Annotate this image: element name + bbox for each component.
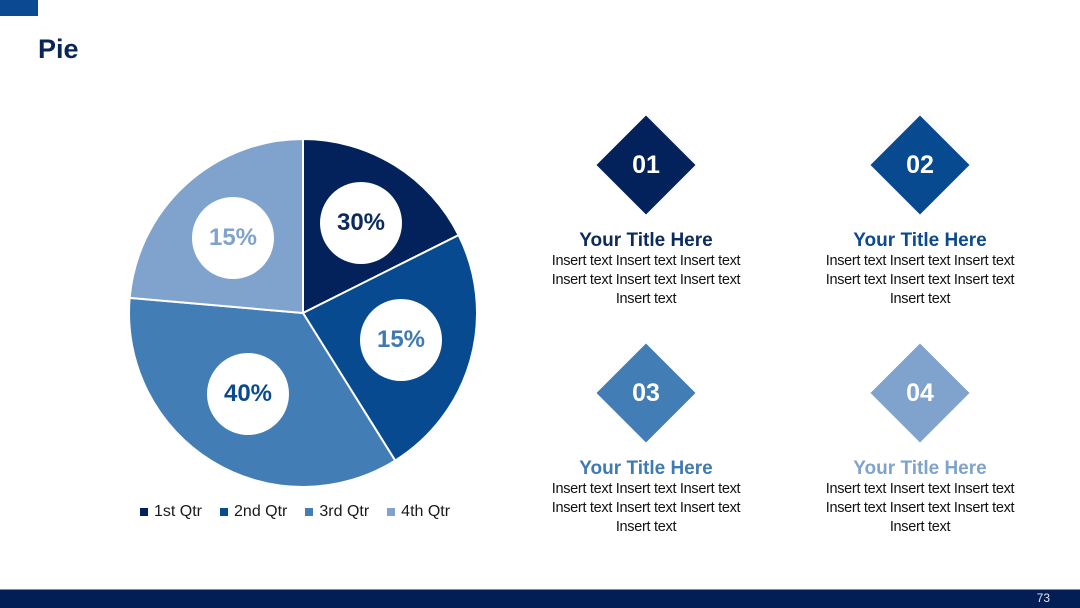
diamond-badge: 04 — [870, 343, 970, 443]
page-number: 73 — [1036, 591, 1050, 605]
card-number: 04 — [906, 378, 934, 407]
diamond-badge: 03 — [596, 343, 696, 443]
legend-swatch-icon — [305, 508, 314, 516]
info-card-02: 02 Your Title Here Insert text Insert te… — [800, 115, 1040, 309]
info-card-01: 01 Your Title Here Insert text Insert te… — [526, 115, 766, 309]
slice-label-3rd-qtr: 40% — [207, 353, 289, 435]
chart-legend: 1st Qtr 2nd Qtr 3rd Qtr 4th Qtr — [140, 503, 450, 521]
info-card-04: 04 Your Title Here Insert text Insert te… — [800, 343, 1040, 537]
legend-item-2nd-qtr: 2nd Qtr — [220, 503, 287, 521]
card-body: Insert text Insert text Insert text Inse… — [825, 253, 1015, 307]
slice-label-4th-qtr: 15% — [192, 197, 274, 279]
legend-item-3rd-qtr: 3rd Qtr — [305, 503, 369, 521]
card-title: Your Title Here — [579, 458, 713, 479]
slice-label-2nd-qtr: 15% — [360, 299, 442, 381]
legend-swatch-icon — [387, 508, 396, 516]
page-title: Pie — [38, 34, 79, 64]
diamond-badge: 01 — [596, 115, 696, 215]
card-body: Insert text Insert text Insert text Inse… — [551, 253, 741, 307]
legend-swatch-icon — [220, 508, 229, 516]
legend-item-4th-qtr: 4th Qtr — [387, 503, 450, 521]
card-title: Your Title Here — [579, 230, 713, 251]
legend-label: 2nd Qtr — [234, 503, 288, 520]
card-body: Insert text Insert text Insert text Inse… — [551, 481, 741, 535]
card-number: 02 — [906, 150, 934, 179]
legend-label: 3rd Qtr — [319, 503, 370, 520]
legend-label: 4th Qtr — [401, 503, 451, 520]
legend-label: 1st Qtr — [154, 503, 203, 520]
accent-bar — [0, 0, 38, 16]
info-card-03: 03 Your Title Here Insert text Insert te… — [526, 343, 766, 537]
footer-bar: 73 — [0, 589, 1080, 608]
card-number: 01 — [632, 150, 660, 179]
slice-label-1st-qtr: 30% — [320, 182, 402, 264]
card-body: Insert text Insert text Insert text Inse… — [825, 481, 1015, 535]
diamond-badge: 02 — [870, 115, 970, 215]
legend-item-1st-qtr: 1st Qtr — [140, 503, 202, 521]
card-number: 03 — [632, 378, 660, 407]
card-title: Your Title Here — [853, 458, 987, 479]
legend-swatch-icon — [140, 508, 148, 516]
card-title: Your Title Here — [853, 230, 987, 251]
